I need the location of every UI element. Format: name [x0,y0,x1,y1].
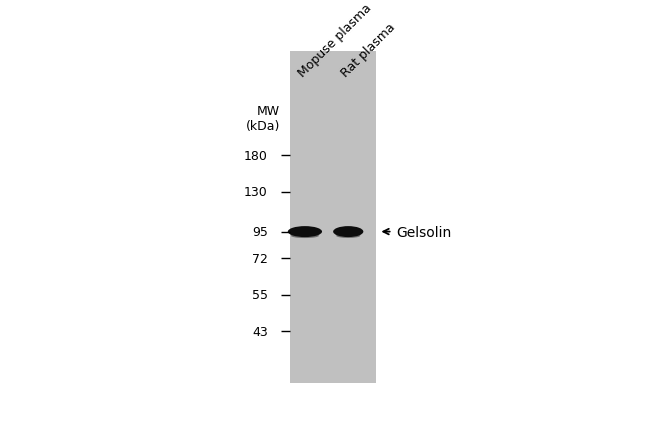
Text: 43: 43 [252,325,268,338]
Ellipse shape [333,227,363,237]
Text: 72: 72 [252,252,268,265]
Bar [291,52,376,383]
Ellipse shape [336,234,360,238]
Text: Rat plasma: Rat plasma [339,21,398,80]
Text: 95: 95 [252,226,268,239]
Text: MW
(kDa): MW (kDa) [246,104,280,132]
Text: Gelsolin: Gelsolin [396,225,451,239]
Text: Mopuse plasma: Mopuse plasma [296,2,374,80]
Text: 55: 55 [252,289,268,301]
Ellipse shape [291,234,319,239]
Ellipse shape [288,227,322,237]
Text: 130: 130 [244,186,268,199]
Text: 180: 180 [244,149,268,163]
